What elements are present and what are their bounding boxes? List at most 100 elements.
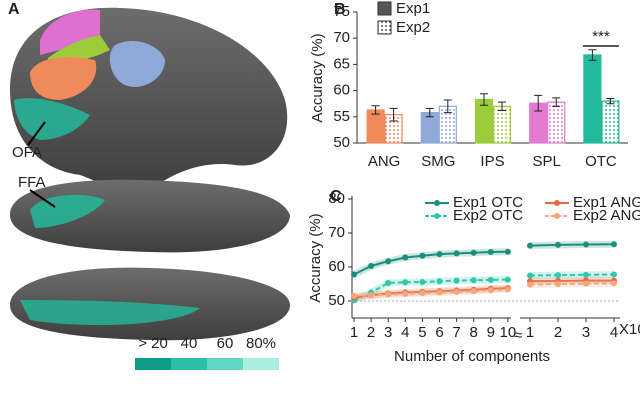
- legend-swatch: [377, 1, 392, 16]
- point: [527, 281, 533, 288]
- point: [583, 280, 589, 287]
- point: [555, 241, 561, 248]
- point: [487, 249, 494, 256]
- x-tick-label: ANG: [368, 153, 401, 170]
- x-tick-label: SPL: [533, 153, 561, 170]
- colorbar-label: 80%: [246, 335, 276, 352]
- point: [351, 292, 357, 299]
- legend-label: Exp1 ANG: [573, 194, 640, 211]
- bar: [492, 105, 512, 144]
- error-bar: [534, 94, 543, 112]
- colorbar: [135, 358, 279, 370]
- point: [436, 289, 443, 296]
- point: [419, 290, 426, 297]
- x-tick-label: 4: [401, 324, 409, 341]
- legend-marker: [554, 200, 560, 206]
- point: [385, 291, 392, 298]
- legend-marker: [554, 213, 560, 219]
- axis-break: ≈: [514, 327, 522, 344]
- colorbar-swatch: [243, 358, 279, 370]
- x-tick-label: 7: [452, 324, 460, 341]
- bar: [547, 101, 566, 144]
- point: [583, 271, 589, 278]
- x-tick-label: 5: [418, 324, 426, 341]
- bar: [601, 100, 620, 144]
- point: [527, 242, 533, 249]
- point: [470, 288, 477, 295]
- series-line: [529, 279, 614, 283]
- bar: [366, 109, 385, 144]
- y-tick-label: 50: [333, 134, 350, 151]
- error-bar: [498, 101, 506, 112]
- roi-label: FFA: [18, 174, 46, 191]
- point: [487, 287, 494, 294]
- legend-label: Exp1 OTC: [453, 194, 523, 211]
- y-axis-title: Accuracy (%): [307, 213, 324, 302]
- error-bar: [371, 105, 380, 115]
- legend-label: Exp1: [396, 0, 430, 17]
- x-tick-label: 9: [487, 324, 495, 341]
- error-bar: [425, 107, 434, 118]
- y-tick-label: 65: [333, 55, 350, 72]
- significance-label: ***: [592, 28, 610, 45]
- point: [368, 262, 375, 269]
- y-tick-label: 70: [328, 224, 345, 241]
- x-tick-label: OTC: [585, 153, 617, 170]
- panel-letter: C: [330, 188, 342, 205]
- point: [453, 288, 460, 295]
- error-bar: [389, 107, 398, 122]
- point: [487, 276, 494, 283]
- brain-lateral: [10, 7, 288, 192]
- point: [583, 241, 589, 248]
- x-tick-label: 1: [350, 324, 358, 341]
- point: [351, 271, 357, 278]
- point: [436, 278, 443, 285]
- y-tick-label: 75: [333, 3, 350, 20]
- x-tick-label: 2: [554, 324, 562, 341]
- bar: [474, 98, 494, 144]
- bar: [583, 54, 602, 144]
- legend-marker: [434, 213, 440, 219]
- roi-label: OFA: [12, 144, 42, 161]
- error-bar: [588, 49, 597, 61]
- colorbar-label: 40: [181, 335, 198, 352]
- x-multiplier: X100: [619, 321, 640, 338]
- colorbar-swatch: [207, 358, 243, 370]
- error-bar: [552, 97, 561, 107]
- point: [385, 258, 392, 265]
- colorbar-swatch: [171, 358, 207, 370]
- x-tick-label: 1: [526, 324, 534, 341]
- brain-medial: [10, 267, 290, 341]
- colorbar-label: 60: [217, 335, 234, 352]
- y-tick-label: 55: [333, 108, 350, 125]
- x-tick-label: 6: [435, 324, 443, 341]
- y-tick-label: 60: [333, 82, 350, 99]
- error-bar: [480, 93, 488, 106]
- x-tick-label: IPS: [480, 153, 504, 170]
- legend-label: Exp2 ANG: [573, 207, 640, 224]
- point: [611, 280, 617, 287]
- colorbar-swatch: [135, 358, 171, 370]
- point: [419, 252, 426, 259]
- x-tick-label: 4: [610, 324, 618, 341]
- panel-letter: A: [8, 1, 20, 18]
- panel-letter: B: [334, 1, 346, 18]
- x-tick-label: 10: [500, 324, 517, 341]
- point: [436, 251, 443, 258]
- point: [470, 277, 477, 284]
- legend-marker: [434, 200, 440, 206]
- y-tick-label: 70: [333, 29, 350, 46]
- series-line: [353, 250, 508, 276]
- point: [555, 281, 561, 287]
- error-bar: [606, 97, 615, 105]
- series-line: [529, 273, 615, 277]
- error-bar: [443, 99, 452, 114]
- x-tick-label: 3: [582, 324, 590, 341]
- series-line: [353, 288, 508, 297]
- point: [470, 249, 477, 256]
- colorbar-label: > 20: [138, 335, 168, 352]
- point: [611, 271, 617, 278]
- point: [402, 290, 409, 297]
- point: [402, 254, 409, 261]
